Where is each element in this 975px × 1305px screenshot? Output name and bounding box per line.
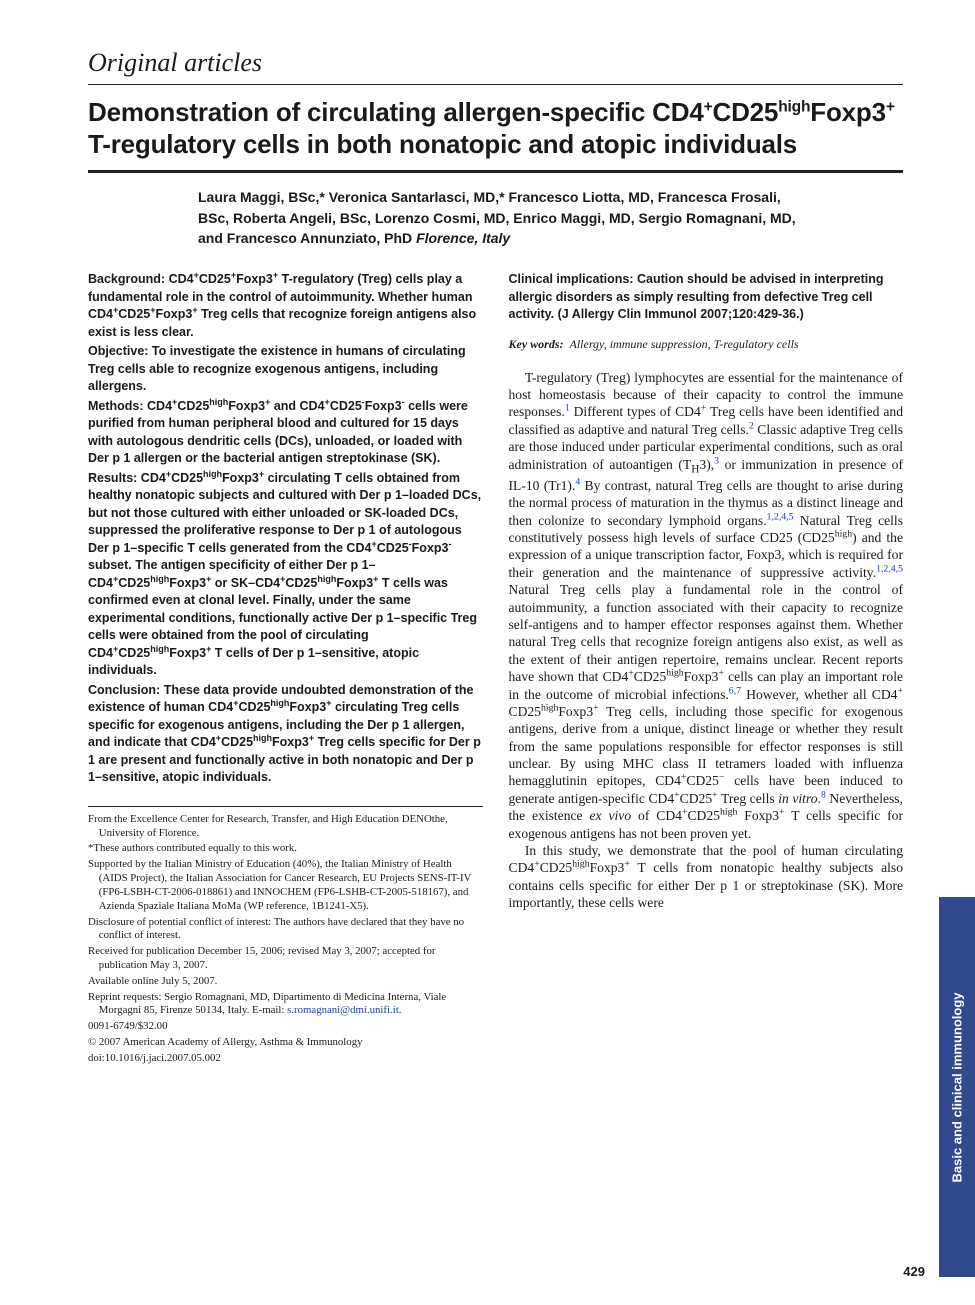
footnote-equal: *These authors contributed equally to th… bbox=[88, 842, 483, 856]
abstract-methods: Methods: CD4+CD25highFoxp3+ and CD4+CD25… bbox=[88, 397, 483, 467]
rule-top bbox=[88, 84, 903, 85]
article-title: Demonstration of circulating allergen-sp… bbox=[88, 97, 903, 160]
left-column: Background: CD4+CD25+Foxp3+ T-regulatory… bbox=[88, 270, 483, 1067]
keywords-label: Key words: bbox=[509, 337, 564, 351]
body-para-1: T-regulatory (Treg) lymphocytes are esse… bbox=[509, 369, 904, 842]
abstract-objective: Objective: To investigate the existence … bbox=[88, 342, 483, 395]
affiliation: Florence, Italy bbox=[416, 230, 510, 246]
footnote-reprint: Reprint requests: Sergio Romagnani, MD, … bbox=[88, 991, 483, 1019]
footnote-from: From the Excellence Center for Research,… bbox=[88, 813, 483, 841]
abstract-clinical: Clinical implications: Caution should be… bbox=[509, 270, 904, 323]
keywords-line: Key words: Allergy, immune suppression, … bbox=[509, 337, 904, 353]
right-column: Clinical implications: Caution should be… bbox=[509, 270, 904, 1067]
body-text: T-regulatory (Treg) lymphocytes are esse… bbox=[509, 369, 904, 912]
footnotes: From the Excellence Center for Research,… bbox=[88, 806, 483, 1066]
two-column-layout: Background: CD4+CD25+Foxp3+ T-regulatory… bbox=[88, 270, 903, 1067]
keywords-text: Allergy, immune suppression, T-regulator… bbox=[567, 337, 799, 351]
side-tab-label: Basic and clinical immunology bbox=[950, 992, 965, 1182]
footnote-disclosure: Disclosure of potential conflict of inte… bbox=[88, 916, 483, 944]
footnote-doi: doi:10.1016/j.jaci.2007.05.002 bbox=[88, 1052, 483, 1066]
abstract-results: Results: CD4+CD25highFoxp3+ circulating … bbox=[88, 469, 483, 679]
reprint-email-link[interactable]: s.romagnani@dmi.unifi.it bbox=[287, 1004, 399, 1016]
footnote-support: Supported by the Italian Ministry of Edu… bbox=[88, 858, 483, 913]
abstract-conclusion: Conclusion: These data provide undoubted… bbox=[88, 681, 483, 786]
footnote-issn: 0091-6749/$32.00 bbox=[88, 1020, 483, 1034]
footnote-copyright: © 2007 American Academy of Allergy, Asth… bbox=[88, 1036, 483, 1050]
page-number: 429 bbox=[903, 1264, 925, 1279]
rule-under-title bbox=[88, 170, 903, 173]
abstract-background: Background: CD4+CD25+Foxp3+ T-regulatory… bbox=[88, 270, 483, 340]
footnote-received: Received for publication December 15, 20… bbox=[88, 945, 483, 973]
body-para-2: In this study, we demonstrate that the p… bbox=[509, 842, 904, 912]
footnote-online: Available online July 5, 2007. bbox=[88, 975, 483, 989]
authors-block: Laura Maggi, BSc,* Veronica Santarlasci,… bbox=[198, 187, 808, 248]
section-label: Original articles bbox=[88, 48, 903, 78]
side-tab: Basic and clinical immunology bbox=[939, 897, 975, 1277]
